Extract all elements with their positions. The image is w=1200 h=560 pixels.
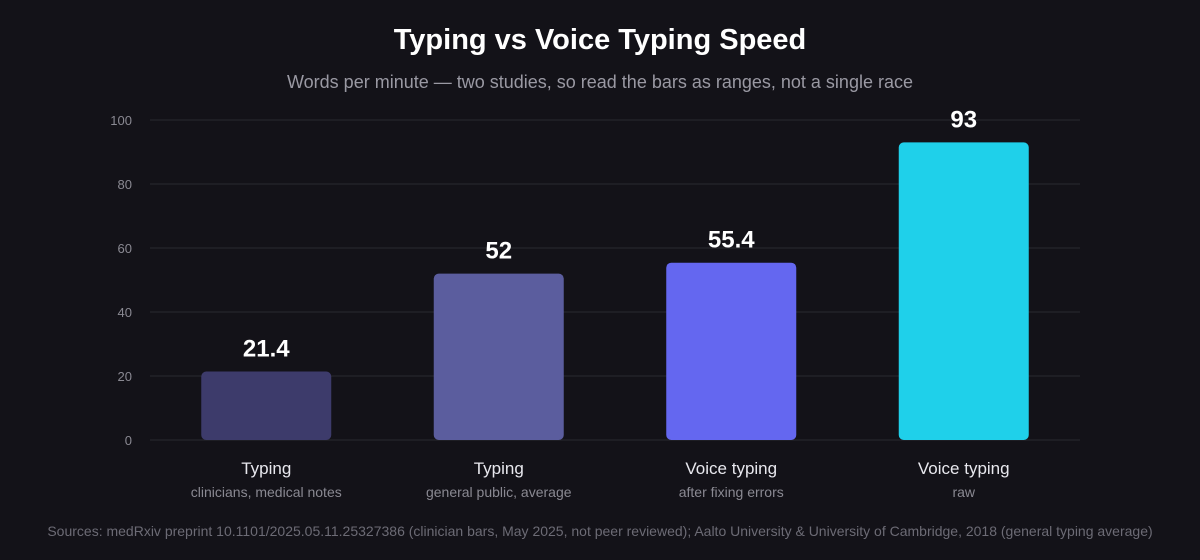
bar xyxy=(898,142,1029,440)
x-category-note: general public, average xyxy=(426,484,572,500)
bar xyxy=(666,262,797,440)
bar-value-label: 93 xyxy=(950,106,977,133)
y-tick-label: 0 xyxy=(125,433,132,448)
bar-value-labels: 21.4 52 55.4 93 xyxy=(243,106,977,362)
y-tick-label: 20 xyxy=(118,369,132,384)
x-category-note: raw xyxy=(952,484,975,500)
bar xyxy=(201,371,332,440)
chart-subtitle: Words per minute — two studies, so read … xyxy=(287,72,913,92)
y-tick-label: 100 xyxy=(110,113,132,128)
y-tick-label: 80 xyxy=(118,177,132,192)
x-axis-categories: Typing clinicians, medical notes Typing gen… xyxy=(191,459,1010,500)
bars xyxy=(201,142,1029,440)
x-category-label: Typing xyxy=(474,459,524,478)
x-category-note: clinicians, medical notes xyxy=(191,484,342,500)
y-axis-ticks: 0 20 40 60 80 100 xyxy=(110,113,132,448)
chart-title: Typing vs Voice Typing Speed xyxy=(393,24,807,56)
bar-value-label: 55.4 xyxy=(708,227,755,254)
x-category-label: Voice typing xyxy=(918,459,1010,478)
y-tick-label: 60 xyxy=(118,241,132,256)
y-tick-label: 40 xyxy=(118,305,132,320)
x-category-label: Typing xyxy=(241,459,291,478)
bar-chart: 0 20 40 60 80 100 21.4 52 55.4 93 Typing clinicia… xyxy=(110,106,1080,500)
x-category-label: Voice typing xyxy=(685,459,777,478)
bar-value-label: 52 xyxy=(485,238,512,265)
x-category-note: after fixing errors xyxy=(679,484,784,500)
bar-value-label: 21.4 xyxy=(243,336,290,363)
bar xyxy=(433,273,564,440)
sources-footnote: Sources: medRxiv preprint 10.1101/2025.0… xyxy=(47,523,1153,539)
